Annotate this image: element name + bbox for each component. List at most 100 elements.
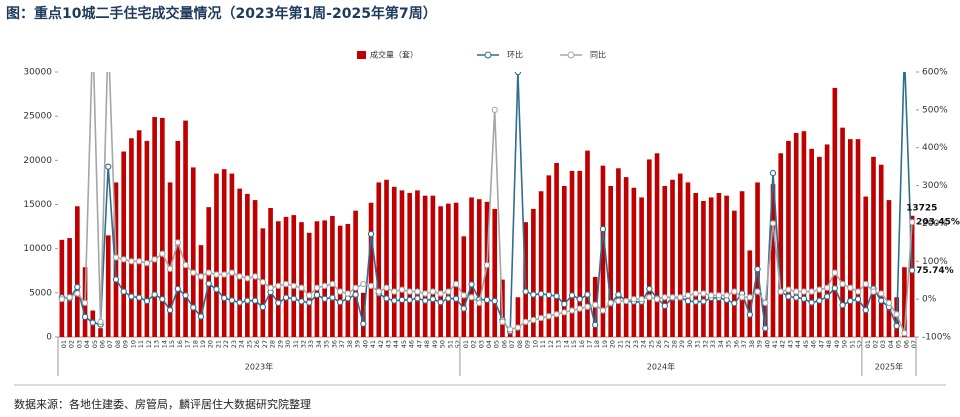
bar [337,225,343,337]
y-tick-label: 20000 [23,156,52,166]
bar [422,195,428,337]
bar [306,232,312,337]
line-marker [336,288,344,295]
bar [647,159,652,337]
x-group-label: 2025年 [875,362,903,372]
x-tick-label: 26 [253,340,261,348]
x-tick-label: 23 [632,340,640,348]
line-marker [537,314,545,322]
line-marker [90,32,95,37]
line-marker [329,294,336,301]
bar [662,185,668,337]
line-marker [437,299,444,306]
bar [739,191,745,337]
line-marker [522,318,529,326]
line-marker [244,275,251,282]
line-marker [166,306,174,314]
x-tick-label: 12 [145,340,153,348]
line-marker [902,50,907,55]
x-tick-label: 52 [454,340,462,348]
bar [569,170,575,337]
x-tick-label: 08 [516,340,524,348]
line-marker [638,295,645,303]
line-marker [159,295,166,303]
line-marker [228,297,236,304]
legend-label: 成交量（套） [370,50,418,60]
y-tick-label: 0 [46,333,52,343]
line-marker [677,294,684,301]
y-tick-label: 5000 [29,288,52,298]
line-marker [336,299,344,306]
line-marker [112,276,120,283]
line-marker [800,288,808,295]
x-tick-label: 36 [732,340,740,348]
line-marker [282,294,290,301]
line-marker [290,295,297,302]
line-marker [754,266,761,273]
bar [229,173,235,337]
line-marker [615,297,622,305]
line-marker [731,288,738,295]
line-marker [723,292,730,299]
line-marker [692,298,699,305]
line-marker [112,254,120,261]
line-marker [823,293,831,300]
line-marker [816,297,823,304]
x-tick-label: 03 [75,340,83,348]
bar [770,184,776,337]
line-marker [367,282,375,290]
line-marker [468,281,475,288]
line-marker [97,318,104,326]
x-tick-label: 43 [385,340,393,348]
x-tick-label: 43 [786,340,794,348]
line-marker [244,297,251,304]
line-marker [251,273,259,280]
legend-label: 环比 [507,50,523,60]
line-marker [437,290,444,297]
bar [175,140,181,337]
bar [322,220,327,337]
bar [245,193,250,337]
line-marker [81,299,89,307]
bar [183,120,188,337]
line-marker [468,294,475,301]
bar [847,139,853,337]
line-marker [360,320,367,327]
x-tick-label: 37 [740,340,748,348]
line-marker [205,280,212,287]
line-marker [831,269,838,276]
line-marker [708,292,715,299]
line-marker [89,319,96,326]
x-tick-label: 29 [276,340,284,348]
chart-title: 图：重点10城二手住宅成交量情况（2023年第1周-2025年第7周） [6,5,437,22]
line-marker [151,291,158,298]
x-tick-label: 04 [887,340,895,348]
x-tick-label: 47 [415,340,423,348]
x-tick-label: 49 [833,340,841,348]
bar [330,215,335,337]
bar [384,179,389,337]
bar [407,193,413,337]
x-tick-label: 06 [99,340,107,348]
line-marker [391,297,398,304]
x-tick-label: 31 [292,340,300,348]
line-marker [190,269,197,276]
line-marker [862,306,869,314]
bar [693,193,699,337]
legend-swatch [484,51,492,59]
bar [275,221,281,337]
line-marker [514,324,522,331]
line-marker [236,299,243,306]
line-marker [74,283,81,291]
bar [786,140,791,337]
bar [160,117,165,337]
line-marker [190,304,197,311]
x-tick-label: 34 [717,340,725,348]
x-tick-label: 39 [756,340,764,348]
x-tick-label: 33 [709,340,717,348]
line-marker [491,297,498,305]
bar [778,153,784,337]
x-tick-label: 46 [810,340,818,348]
line-marker [870,288,877,295]
line-marker [816,286,823,293]
